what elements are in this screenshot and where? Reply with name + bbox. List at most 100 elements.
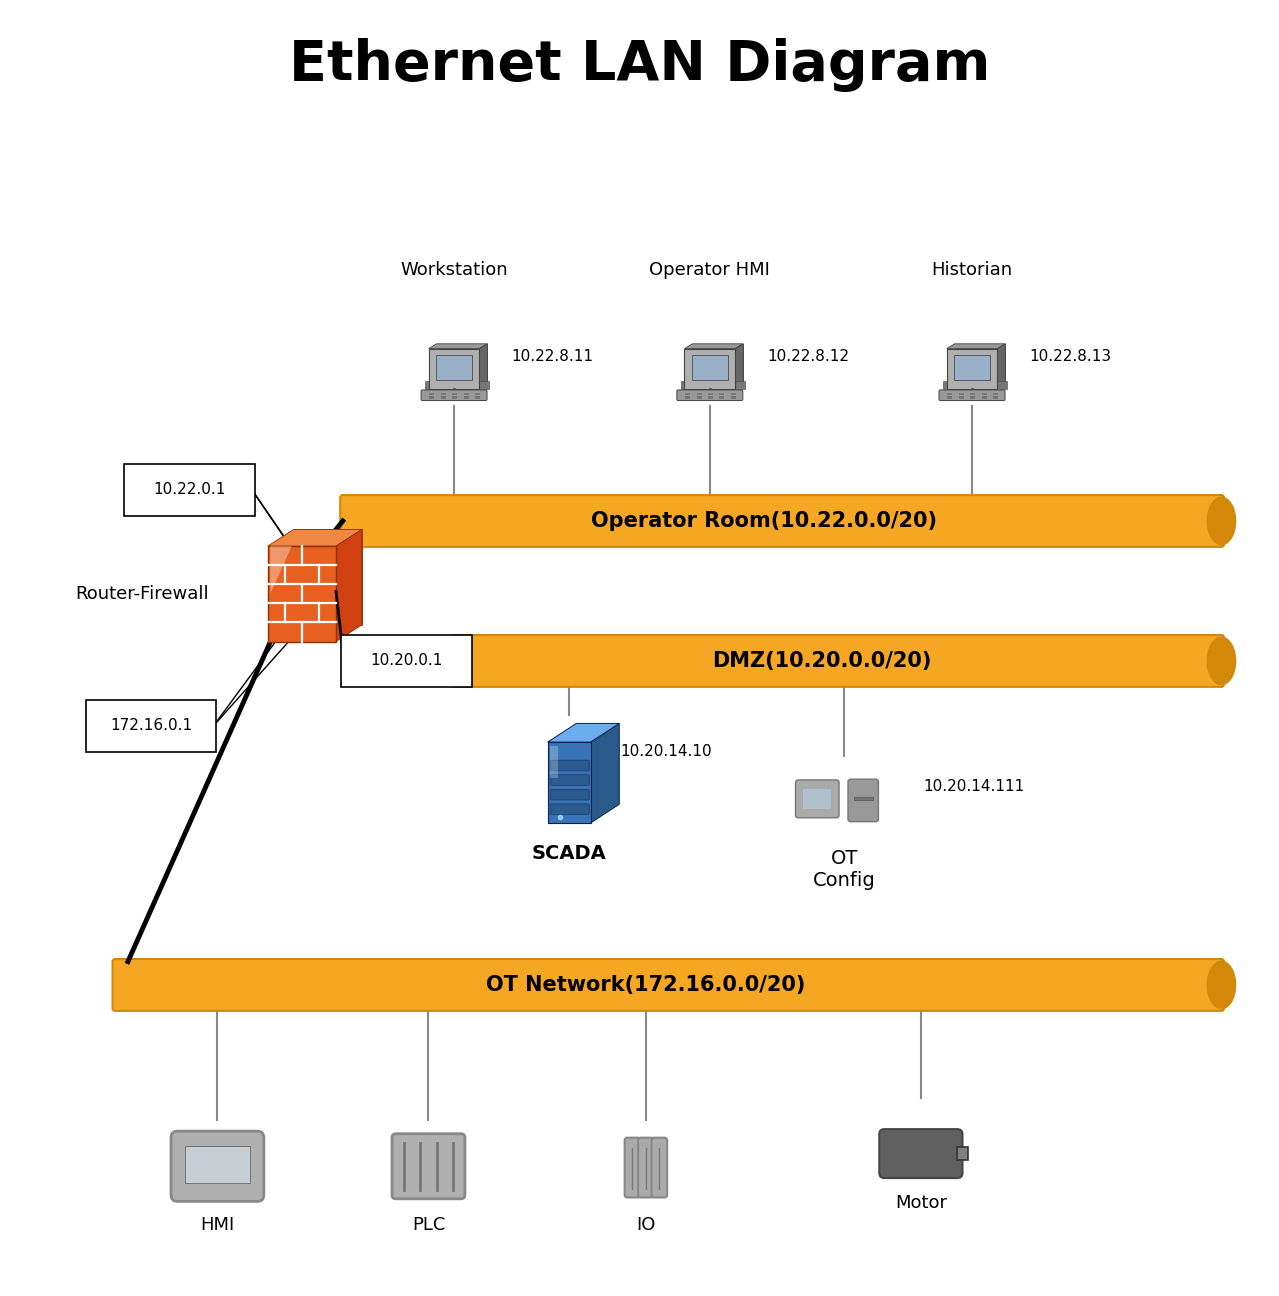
Text: Operator Room(10.22.0.0/20): Operator Room(10.22.0.0/20) [591,511,936,531]
Text: Router-Firewall: Router-Firewall [75,584,208,603]
FancyBboxPatch shape [113,959,1224,1011]
FancyBboxPatch shape [341,635,472,687]
FancyBboxPatch shape [171,1131,263,1201]
Text: 10.22.8.11: 10.22.8.11 [512,349,593,364]
FancyBboxPatch shape [441,393,446,395]
Polygon shape [336,530,362,642]
Polygon shape [547,723,619,743]
FancyBboxPatch shape [981,393,986,395]
Polygon shape [436,343,487,384]
FancyBboxPatch shape [184,1146,251,1183]
Polygon shape [267,530,362,546]
Text: HMI: HMI [201,1216,234,1234]
Text: 10.20.14.10: 10.20.14.10 [620,744,712,759]
FancyBboxPatch shape [441,397,446,399]
Polygon shape [428,343,487,349]
FancyBboxPatch shape [796,780,839,818]
Polygon shape [270,546,292,594]
FancyBboxPatch shape [677,390,743,400]
FancyBboxPatch shape [547,743,591,823]
FancyBboxPatch shape [730,393,735,395]
FancyBboxPatch shape [959,397,964,399]
FancyBboxPatch shape [124,464,255,516]
Text: Operator HMI: Operator HMI [650,260,770,279]
FancyBboxPatch shape [719,397,724,399]
FancyBboxPatch shape [638,1138,654,1198]
FancyBboxPatch shape [948,397,953,399]
Polygon shape [684,343,743,349]
FancyBboxPatch shape [391,1134,464,1199]
FancyBboxPatch shape [550,804,590,815]
FancyBboxPatch shape [954,355,990,380]
Text: DMZ(10.20.0.0/20): DMZ(10.20.0.0/20) [712,651,931,671]
Text: SCADA: SCADA [532,844,606,863]
FancyBboxPatch shape [267,546,336,642]
FancyBboxPatch shape [879,1129,963,1178]
Text: PLC: PLC [412,1216,445,1234]
FancyBboxPatch shape [686,397,691,399]
FancyBboxPatch shape [684,349,735,389]
Text: Workstation: Workstation [400,260,508,279]
FancyBboxPatch shape [428,349,480,389]
FancyBboxPatch shape [853,797,872,800]
FancyBboxPatch shape [463,393,468,395]
FancyBboxPatch shape [651,1138,668,1198]
Polygon shape [735,343,743,389]
Text: 10.22.8.12: 10.22.8.12 [767,349,849,364]
FancyBboxPatch shape [730,397,735,399]
Text: 172.16.0.1: 172.16.0.1 [110,718,192,734]
Text: 10.22.0.1: 10.22.0.1 [153,482,225,498]
FancyBboxPatch shape [463,397,468,399]
FancyBboxPatch shape [993,393,998,395]
FancyBboxPatch shape [939,390,1005,400]
FancyBboxPatch shape [948,393,953,395]
FancyBboxPatch shape [959,393,964,395]
FancyBboxPatch shape [707,393,712,395]
FancyBboxPatch shape [475,393,480,395]
Ellipse shape [1207,638,1236,684]
Ellipse shape [1207,962,1236,1008]
FancyBboxPatch shape [719,393,724,395]
FancyBboxPatch shape [550,761,590,771]
FancyBboxPatch shape [550,789,590,800]
Text: OT Network(172.16.0.0/20): OT Network(172.16.0.0/20) [486,975,804,995]
FancyBboxPatch shape [451,397,457,399]
Polygon shape [682,381,744,389]
FancyBboxPatch shape [697,397,702,399]
FancyBboxPatch shape [686,393,691,395]
FancyBboxPatch shape [451,635,1224,687]
FancyBboxPatch shape [475,397,480,399]
FancyBboxPatch shape [430,397,435,399]
FancyBboxPatch shape [969,397,975,399]
Polygon shape [480,343,487,389]
Polygon shape [692,343,743,384]
FancyBboxPatch shape [430,393,435,395]
FancyBboxPatch shape [692,355,728,380]
FancyBboxPatch shape [707,397,712,399]
Text: 10.20.14.111: 10.20.14.111 [923,779,1024,794]
FancyBboxPatch shape [421,390,487,400]
FancyBboxPatch shape [946,349,998,389]
Text: IO: IO [636,1216,656,1234]
FancyBboxPatch shape [969,393,975,395]
Text: Historian: Historian [931,260,1013,279]
FancyBboxPatch shape [451,393,457,395]
Polygon shape [426,381,489,389]
Polygon shape [946,343,1005,349]
FancyBboxPatch shape [803,789,831,809]
Polygon shape [944,381,1007,389]
FancyBboxPatch shape [550,775,590,785]
Polygon shape [954,343,1005,384]
FancyBboxPatch shape [981,397,986,399]
FancyBboxPatch shape [550,746,558,779]
Text: Ethernet LAN Diagram: Ethernet LAN Diagram [289,38,990,92]
Ellipse shape [1207,498,1236,544]
FancyBboxPatch shape [86,700,216,752]
FancyBboxPatch shape [848,779,879,822]
Polygon shape [591,723,619,823]
FancyBboxPatch shape [436,355,472,380]
Text: Motor: Motor [895,1194,946,1212]
Text: 10.20.0.1: 10.20.0.1 [371,653,443,669]
FancyBboxPatch shape [340,495,1224,547]
Text: OT
Config: OT Config [812,849,876,890]
